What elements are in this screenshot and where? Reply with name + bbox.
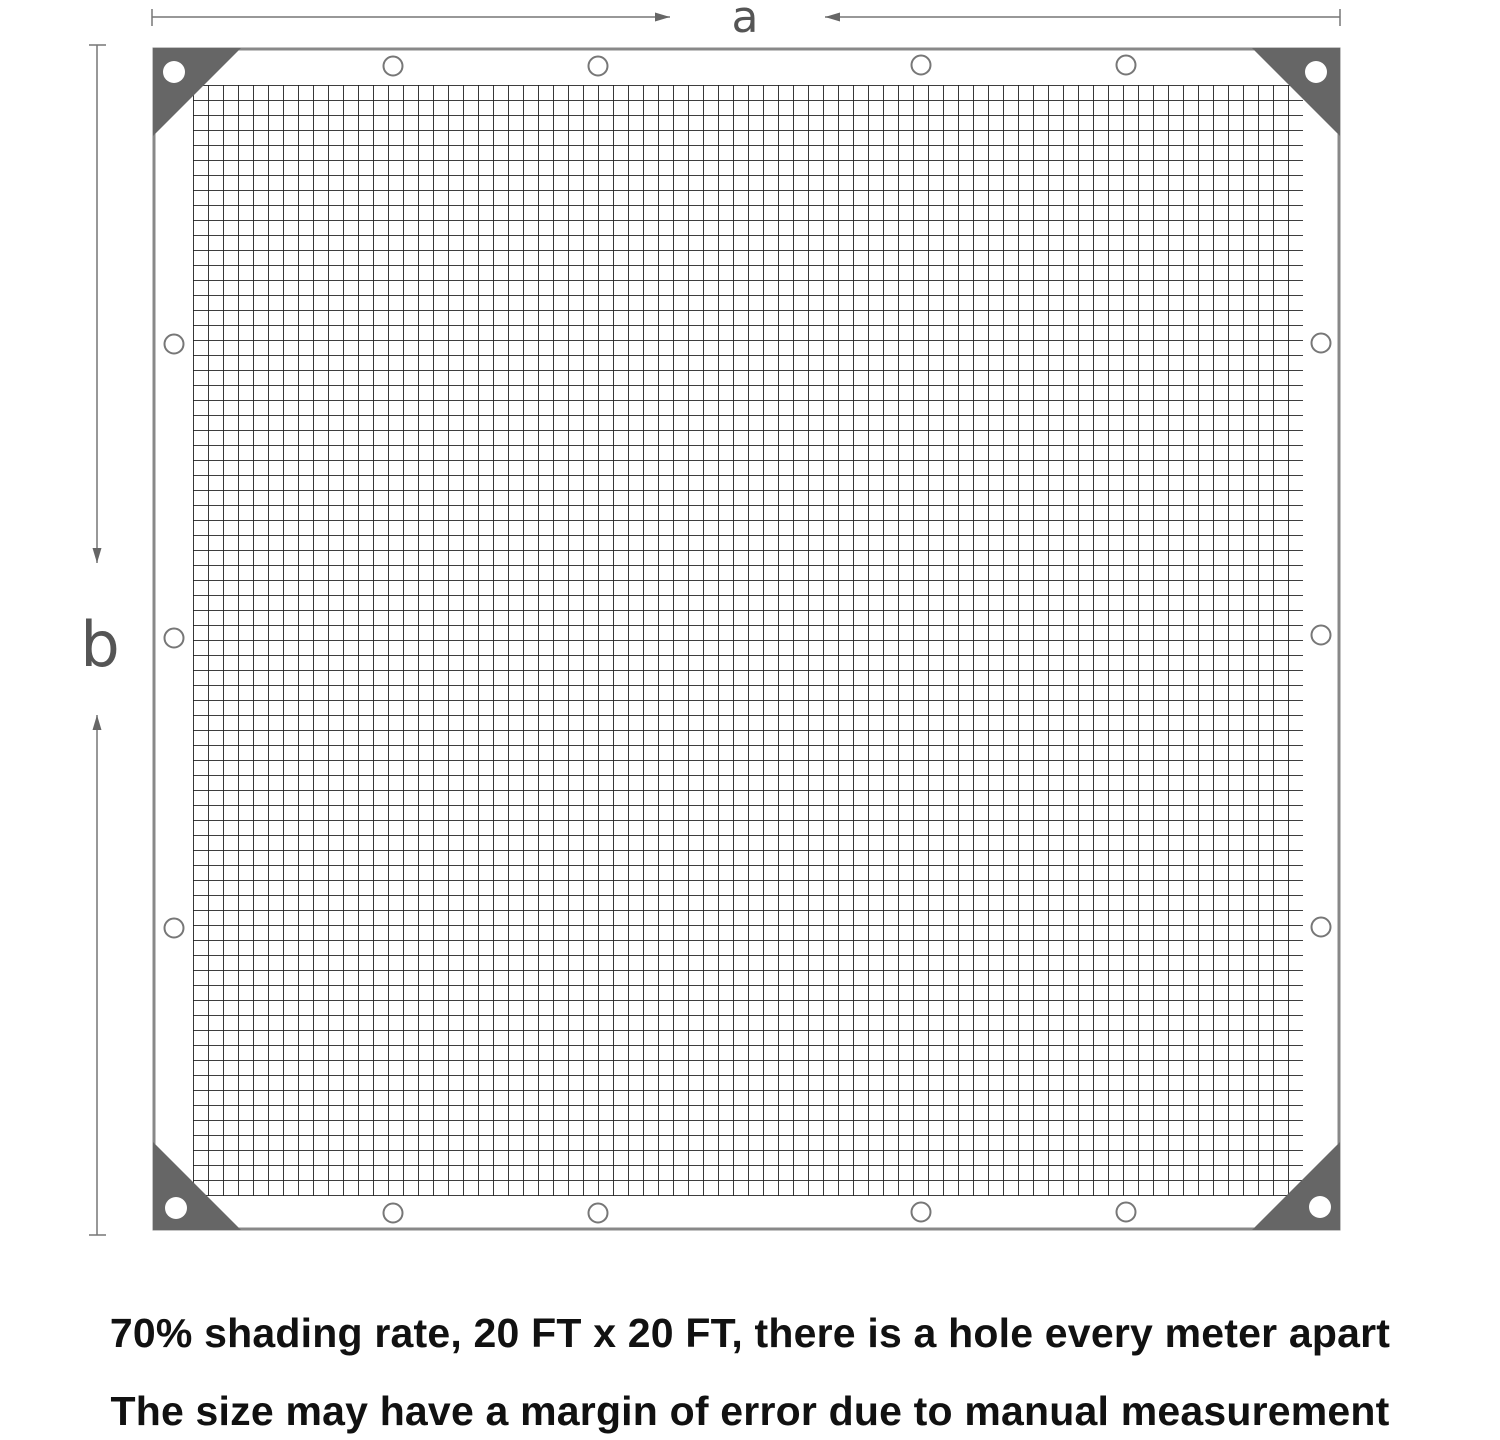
- width-label: a: [732, 0, 759, 43]
- height-label: b: [80, 608, 119, 681]
- caption-line-2: The size may have a margin of error due …: [110, 1388, 1390, 1434]
- caption-line-1: 70% shading rate, 20 FT x 20 FT, there i…: [109, 1310, 1391, 1356]
- width-dimension: [151, 9, 1341, 26]
- height-dimension: [89, 44, 106, 1236]
- corner-grommets: [163, 61, 1331, 1219]
- shade-sail-diagram: a b: [80, 0, 1341, 1236]
- edge-grommets: [163, 54, 1332, 1224]
- mesh-fabric: [193, 85, 1303, 1196]
